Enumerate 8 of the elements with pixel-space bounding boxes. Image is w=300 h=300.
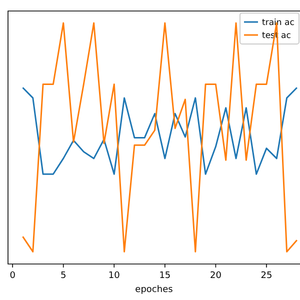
x-tick-label: 15 [159, 271, 171, 281]
x-tick-label: 5 [60, 271, 66, 281]
x-tick-label: 10 [108, 271, 120, 281]
x-tick-label: 25 [260, 271, 272, 281]
x-tick-label: 20 [210, 271, 222, 281]
x-axis-title: epoches [135, 285, 174, 295]
legend-label: train ac [262, 18, 295, 28]
x-tick-label: 0 [10, 271, 16, 281]
